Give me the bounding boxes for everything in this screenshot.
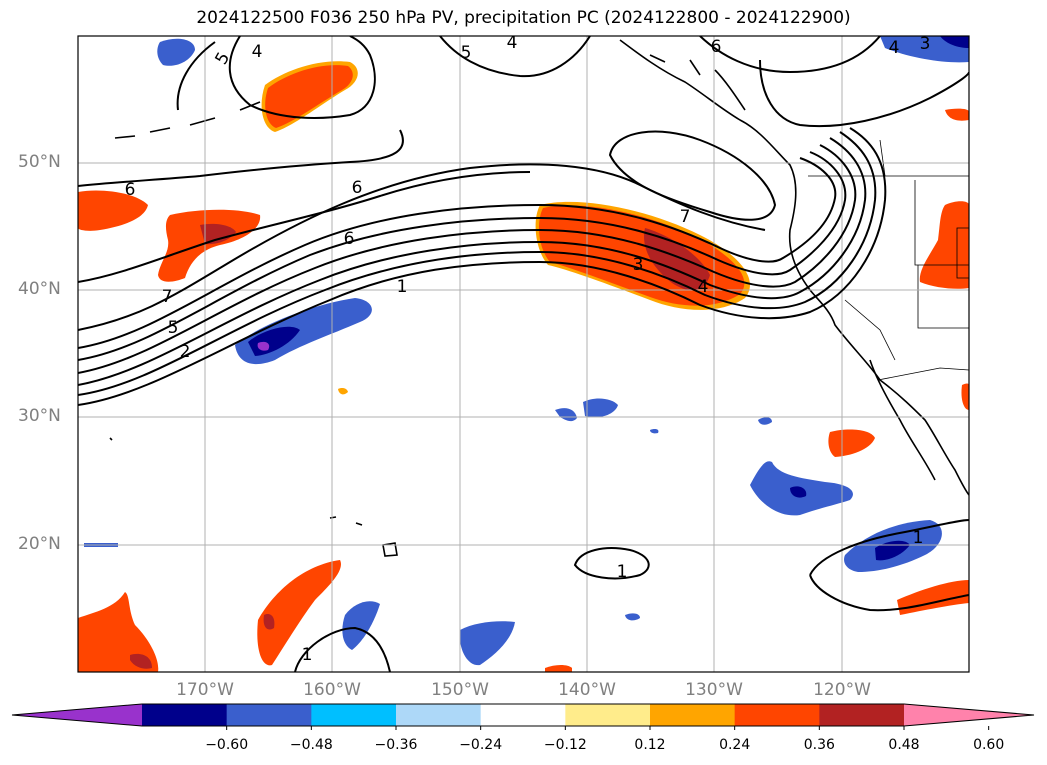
colorbar-extend-min <box>12 704 142 726</box>
contour-label: 5 <box>168 318 179 338</box>
contour-label: 3 <box>633 255 644 275</box>
contour-label: 6 <box>344 229 355 249</box>
lat-label: 30°N <box>18 406 61 426</box>
contour-label: 4 <box>252 42 263 62</box>
coastline <box>109 39 969 557</box>
colorbar-tick-label: 0.24 <box>719 737 751 753</box>
contour-label: 6 <box>125 180 136 200</box>
contour-label: 1 <box>617 562 628 582</box>
lon-label: 150°W <box>431 680 489 700</box>
colorbar-tick-label: −0.36 <box>374 737 418 753</box>
contour-label: 7 <box>162 287 173 307</box>
contour-label: 7 <box>680 207 691 227</box>
lon-label: 170°W <box>176 680 234 700</box>
colorbar-extend-max <box>904 704 1034 726</box>
contour-label: 3 <box>920 34 931 54</box>
precip-negative-shading <box>84 36 969 666</box>
colorbar-tick-label: −0.48 <box>289 737 333 753</box>
colorbar-segment <box>311 704 397 726</box>
colorbar-segment <box>396 704 482 726</box>
contour-label: 1 <box>397 277 408 297</box>
contour-label: 4 <box>507 33 518 53</box>
lon-label: 130°W <box>685 680 743 700</box>
map-frame <box>77 35 970 673</box>
lat-label: 20°N <box>18 534 61 554</box>
colorbar-segment <box>650 704 736 726</box>
precip-positive-shading <box>78 61 969 672</box>
contour-label: 2 <box>180 342 191 362</box>
contour-label: 4 <box>889 38 900 58</box>
colorbar-tick-label: 0.12 <box>634 737 666 753</box>
pv-contours <box>78 36 969 672</box>
colorbar-tick-label: 0.36 <box>803 737 835 753</box>
contour-label: 6 <box>711 37 722 57</box>
map-title: 2024122500 F036 250 hPa PV, precipitatio… <box>196 8 851 28</box>
colorbar-segment <box>226 704 312 726</box>
contour-label: 4 <box>698 277 709 297</box>
lat-label: 50°N <box>18 152 61 172</box>
lon-label: 140°W <box>558 680 616 700</box>
lon-label: 160°W <box>303 680 361 700</box>
contour-label: 5 <box>461 43 472 63</box>
colorbar-outline <box>11 703 1035 727</box>
colorbar-tick-label: −0.12 <box>543 737 587 753</box>
contour-label: 1 <box>913 528 924 548</box>
colorbar-tick-label: 0.60 <box>973 737 1005 753</box>
colorbar-tick-label: −0.24 <box>459 737 503 753</box>
colorbar-segment <box>142 704 228 726</box>
contour-label: 6 <box>352 178 363 198</box>
colorbar-segment <box>819 704 905 726</box>
contour-label: 1 <box>302 645 313 665</box>
lon-label: 120°W <box>813 680 871 700</box>
colorbar-segment <box>734 704 820 726</box>
colorbar-tick-label: 0.48 <box>888 737 920 753</box>
colorbar-tick-label: −0.60 <box>205 737 249 753</box>
lat-label: 40°N <box>18 279 61 299</box>
map-panel: 5 4 5 4 6 4 3 6 6 6 7 7 5 2 1 3 4 1 1 1 <box>77 33 970 673</box>
colorbar-segment <box>480 704 566 726</box>
country-borders <box>808 139 969 381</box>
colorbar-segments <box>11 703 1035 730</box>
graticule <box>78 36 969 672</box>
colorbar-segment <box>565 704 651 726</box>
